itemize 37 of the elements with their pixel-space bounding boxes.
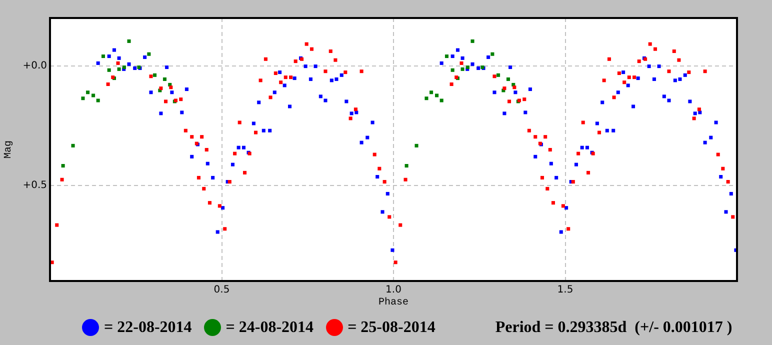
point — [430, 90, 434, 94]
point — [127, 39, 131, 43]
point — [506, 77, 510, 81]
legend-label: = 25-08-2014 — [348, 318, 436, 336]
x-axis-title: Phase — [378, 296, 409, 309]
text: Period = 0.293385d (+/- 0.001017 ) — [495, 318, 732, 336]
x-tick-label: 0.5 — [214, 284, 230, 296]
point — [153, 73, 157, 77]
legend-label: = 22-08-2014 — [104, 318, 192, 336]
point — [404, 164, 408, 168]
x-tick-label: 1.5 — [557, 284, 574, 296]
point — [470, 39, 474, 43]
point — [86, 90, 90, 94]
point — [460, 67, 464, 71]
point — [61, 164, 65, 168]
x-tick-label: 1.0 — [386, 284, 402, 296]
point — [496, 73, 500, 77]
y-tick-label: +0.0 — [22, 60, 47, 72]
point — [414, 144, 418, 148]
point — [490, 52, 494, 56]
point — [424, 96, 428, 100]
point — [101, 54, 106, 58]
point — [96, 98, 100, 102]
point — [92, 94, 96, 98]
point — [162, 77, 166, 81]
point — [435, 94, 439, 98]
legend-label: = 24-08-2014 — [226, 318, 314, 336]
point — [440, 98, 444, 102]
point — [81, 96, 85, 100]
point — [117, 67, 121, 71]
point — [450, 68, 454, 72]
point — [71, 144, 75, 148]
point — [444, 54, 449, 58]
y-axis-title: Mag — [4, 140, 15, 159]
point — [147, 52, 151, 56]
point — [107, 68, 111, 72]
y-tick-label: +0.5 — [22, 180, 47, 191]
